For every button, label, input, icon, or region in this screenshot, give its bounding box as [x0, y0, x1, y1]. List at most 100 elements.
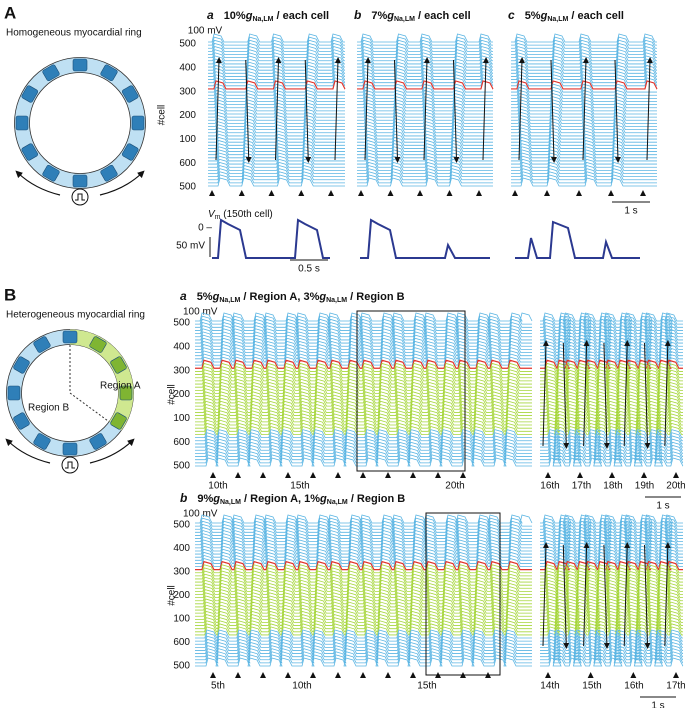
trace — [511, 96, 657, 106]
stim-marker — [285, 672, 291, 678]
trace — [511, 36, 657, 46]
trace — [357, 52, 493, 62]
trace — [511, 105, 657, 115]
stim-marker — [358, 190, 364, 196]
trace — [195, 312, 533, 322]
cell-block — [121, 85, 139, 103]
cell-block — [121, 143, 139, 161]
stim-marker — [310, 672, 316, 678]
vm-trace — [515, 220, 640, 259]
trace — [357, 83, 493, 93]
scale-label: 1 s — [656, 501, 669, 512]
spacer — [214, 11, 224, 22]
trace — [357, 164, 493, 174]
trace — [208, 99, 345, 109]
trace — [195, 325, 532, 335]
title-part: g — [319, 493, 327, 505]
trace — [195, 657, 532, 667]
stim-marker — [298, 190, 305, 196]
beat-label: 20th — [666, 481, 685, 492]
trace — [195, 607, 532, 617]
stim-marker — [360, 472, 366, 478]
beat-label: 14th — [540, 681, 559, 692]
title-part: / each cell — [415, 10, 471, 22]
trace — [208, 83, 345, 93]
trace — [195, 626, 532, 636]
conduction-arrow — [562, 544, 570, 649]
trace — [195, 613, 532, 623]
trace — [357, 155, 493, 165]
trace — [195, 378, 532, 388]
trace — [357, 39, 493, 49]
title-part: 10% — [224, 10, 246, 22]
stim-marker — [545, 472, 551, 478]
trace — [357, 46, 493, 55]
trace — [208, 143, 345, 152]
cell-block — [42, 64, 60, 82]
trace — [511, 174, 657, 184]
cell-block — [13, 412, 30, 430]
trace — [195, 438, 532, 448]
trace — [208, 130, 345, 140]
vm-trace — [360, 218, 490, 259]
trace — [195, 416, 532, 426]
cell-tick-label: 100 — [179, 134, 196, 145]
cell-tick-label: 200 — [173, 389, 190, 400]
title-part: g — [540, 10, 548, 22]
stim-arrow — [5, 438, 51, 464]
trace — [357, 96, 493, 106]
cell-block — [33, 336, 51, 353]
beat-label: 15th — [417, 681, 436, 692]
trace — [195, 429, 532, 439]
cell-tick-label: 300 — [173, 365, 190, 376]
region-label: Region A — [100, 381, 141, 392]
stim-marker — [410, 672, 416, 678]
cell-block — [21, 143, 39, 161]
stim-marker — [210, 672, 216, 678]
cell-tick-label: 400 — [179, 62, 196, 73]
trace — [195, 610, 532, 620]
beat-label: 20th — [445, 481, 464, 492]
trace — [540, 607, 683, 617]
trace — [195, 623, 532, 633]
trace — [195, 567, 532, 577]
conduction-arrow — [664, 340, 671, 447]
trace — [195, 539, 532, 549]
trace — [511, 124, 657, 134]
trace — [357, 130, 493, 140]
trace — [540, 397, 683, 407]
trace — [208, 46, 345, 55]
trace — [540, 422, 683, 432]
scale-label: 0.5 s — [298, 264, 320, 275]
trace — [357, 161, 493, 171]
trace — [195, 407, 532, 416]
trace — [540, 601, 683, 611]
trace — [195, 419, 532, 429]
trace — [540, 626, 683, 636]
title-part: Na,LM — [547, 16, 568, 23]
conduction-arrow — [623, 340, 631, 447]
trace — [540, 394, 683, 404]
trace — [195, 648, 532, 658]
stim-marker — [260, 672, 266, 678]
cell-tick-label: 500 — [179, 182, 196, 193]
conduction-arrow — [453, 59, 460, 163]
trace — [540, 632, 683, 642]
trace — [195, 551, 532, 561]
stim-marker — [360, 672, 366, 678]
conduction-arrow — [542, 340, 549, 447]
trace — [208, 155, 345, 165]
stim-marker — [544, 190, 550, 196]
subpanel-title: c 5%gNa,LM / each cell — [508, 8, 624, 23]
cell-block — [7, 385, 21, 401]
trace — [208, 139, 345, 149]
stim-marker — [235, 472, 241, 478]
spacer — [515, 11, 525, 22]
spacer — [187, 494, 197, 505]
title-part: / Region A, 3% — [240, 291, 319, 303]
zoom-box — [425, 512, 501, 676]
trace — [511, 42, 657, 52]
beat-label: 16th — [540, 481, 559, 492]
trace — [540, 413, 683, 423]
